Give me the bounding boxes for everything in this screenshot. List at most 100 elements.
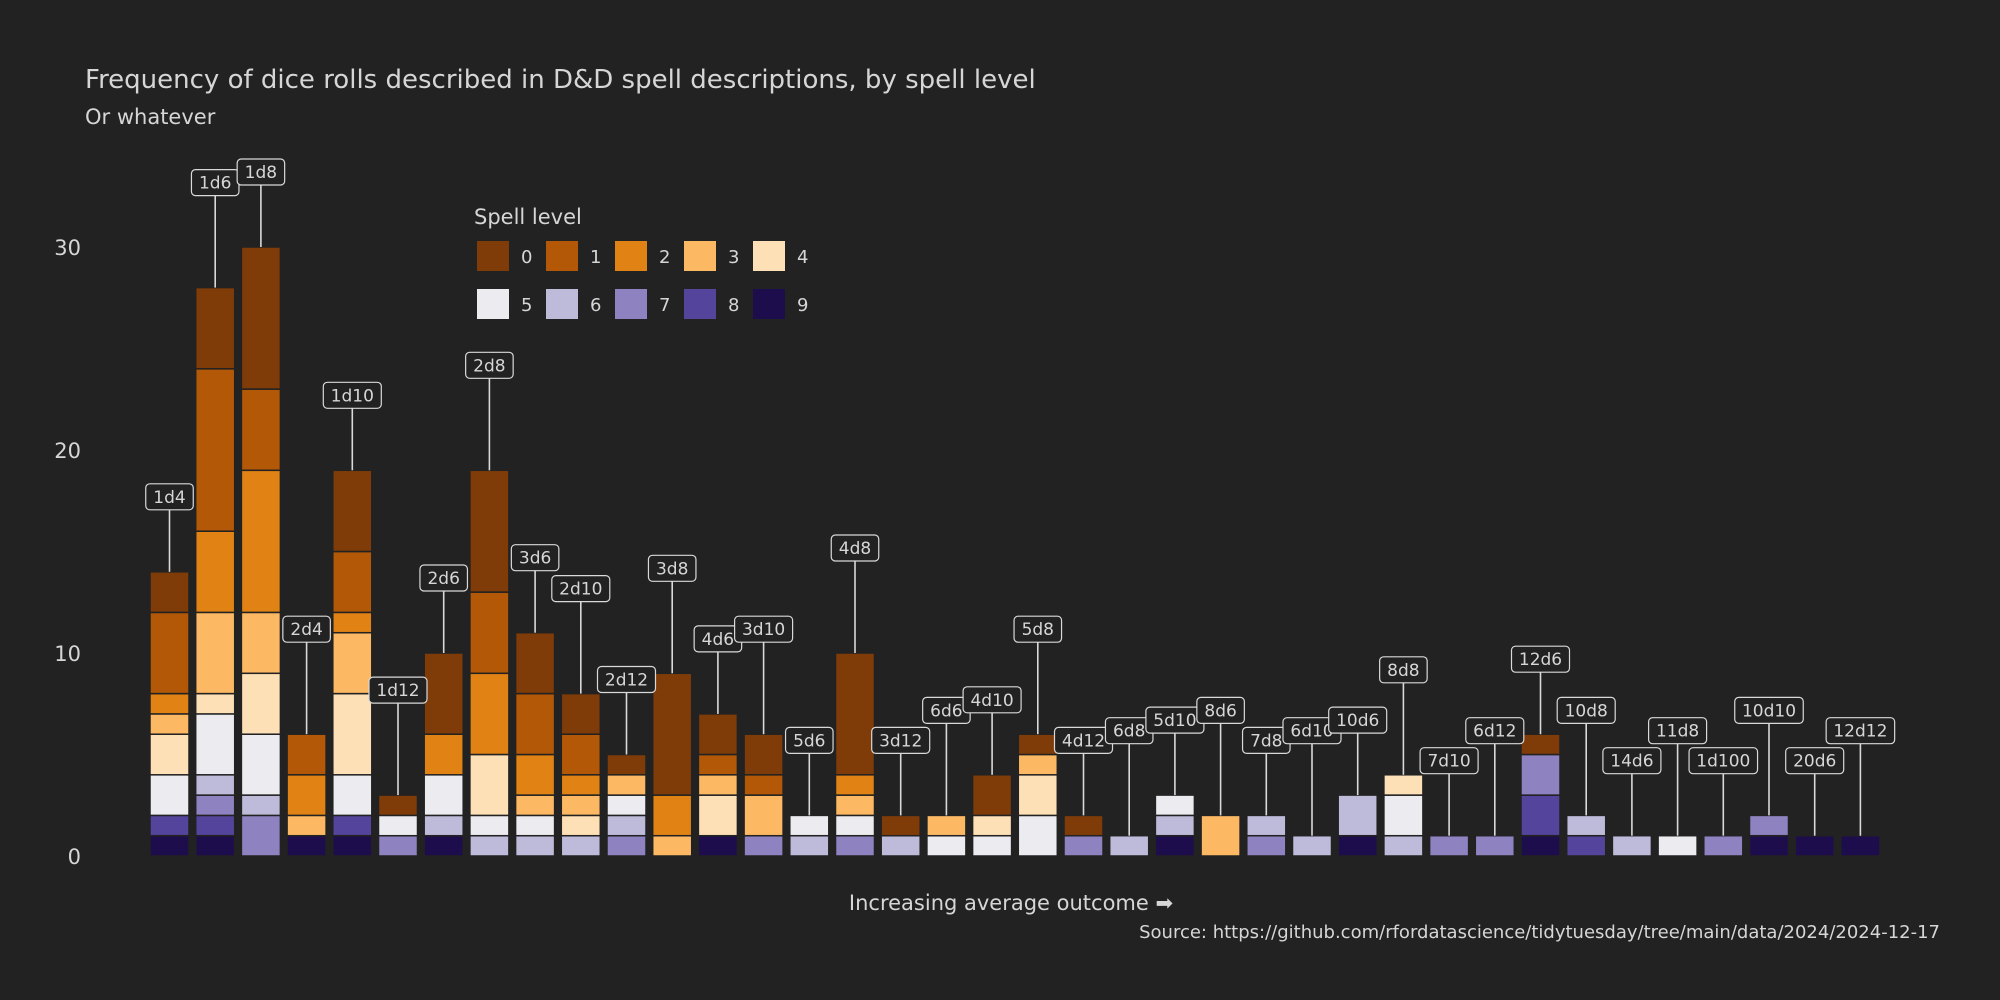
bar-segment-5d8-level-3: [1017, 753, 1059, 776]
bar-segment-1d10-level-9: [332, 834, 373, 857]
bar-segment-1d8-level-5: [240, 733, 282, 796]
bar-label-box: [322, 381, 382, 409]
bar-segment-1d6-level-1: [194, 368, 236, 532]
bar-segment-4d8-level-3: [834, 794, 876, 817]
bar-label-box: [1510, 645, 1571, 673]
bar-segment-5d8-level-4: [1017, 774, 1059, 817]
bar-label-7d8: 7d8: [1250, 731, 1282, 751]
bar-label-14d6: 14d6: [1610, 752, 1653, 772]
bar-segment-3d8-level-0: [651, 672, 693, 796]
bar-label-5d8: 5d8: [1022, 620, 1054, 640]
bar-segment-5d6-level-6: [789, 834, 830, 857]
legend-label-5: 5: [521, 295, 532, 316]
legend-label-3: 3: [728, 247, 739, 268]
bar-segment-1d10-level-3: [332, 631, 373, 695]
bar-label-box: [551, 574, 611, 603]
bar-segment-5d10-level-5: [1154, 794, 1196, 817]
chart-title: Frequency of dice rolls described in D&D…: [85, 65, 1036, 95]
bar-segment-7d10-level-7: [1428, 834, 1470, 857]
bar-label-6d8: 6d8: [1113, 722, 1145, 742]
bar-segment-10d10-level-9: [1748, 834, 1790, 857]
bar-segment-8d8-level-6: [1383, 834, 1424, 857]
bar-segment-5d8-level-0: [1017, 733, 1059, 756]
bar-label-10d8: 10d8: [1565, 701, 1608, 721]
bar-segment-6d12-level-7: [1474, 834, 1516, 857]
bar-segment-1d6-level-4: [194, 692, 236, 715]
bar-segment-2d12-level-6: [606, 814, 647, 837]
bar-segment-3d8-level-3: [651, 834, 693, 857]
bar-segment-1d6-level-7: [194, 794, 236, 817]
bar-segment-4d8-level-2: [834, 774, 876, 796]
bar-segment-1d10-level-2: [332, 611, 373, 634]
bar-segment-4d6-level-0: [697, 713, 739, 756]
bar-segment-2d10-level-4: [560, 814, 602, 837]
bar-segment-2d10-level-2: [560, 774, 602, 796]
bar-segment-6d10-level-6: [1291, 834, 1333, 857]
y-tick-label: 30: [54, 236, 81, 260]
bar-label-3d12: 3d12: [879, 731, 922, 751]
bar-segment-2d8-level-0: [469, 469, 510, 593]
bar-segment-4d10-level-4: [971, 814, 1013, 837]
bar-segment-1d12-level-5: [377, 814, 419, 837]
legend-title: Spell level: [474, 205, 582, 229]
legend-swatch-3: [684, 241, 716, 271]
bar-segment-2d8-level-5: [469, 814, 510, 837]
bar-segment-10d6-level-9: [1337, 834, 1378, 857]
x-axis-label: Increasing average outcome ➡: [849, 891, 1174, 915]
bar-segment-8d8-level-4: [1383, 774, 1424, 796]
bar-segment-2d6-level-5: [423, 774, 464, 817]
legend-label-2: 2: [659, 247, 670, 268]
bar-label-box: [510, 544, 560, 572]
bar-label-1d10: 1d10: [331, 386, 374, 406]
bar-segment-2d4-level-1: [286, 733, 327, 776]
bar-segment-2d10-level-0: [560, 692, 602, 735]
bar-segment-11d8-level-5: [1657, 834, 1698, 857]
bar-segment-3d6-level-0: [514, 631, 556, 695]
y-tick-label: 20: [54, 439, 81, 463]
bar-segment-12d6-level-7: [1520, 753, 1561, 796]
bar-label-box: [1785, 747, 1845, 775]
legend-label-9: 9: [797, 295, 808, 316]
bar-label-1d100: 1d100: [1696, 752, 1750, 772]
bar-label-1d12: 1d12: [376, 681, 419, 701]
legend-swatch-4: [753, 241, 785, 271]
bar-segment-2d12-level-3: [606, 774, 647, 796]
legend-swatch-8: [684, 289, 716, 319]
bar-segment-20d6-level-9: [1794, 834, 1835, 857]
bar-label-3d10: 3d10: [742, 620, 785, 640]
bar-label-2d4: 2d4: [290, 620, 322, 640]
bar-segment-12d6-level-8: [1520, 794, 1561, 837]
y-tick-label: 10: [54, 642, 81, 666]
bar-segment-1d12-level-7: [377, 834, 419, 857]
legend-swatch-1: [546, 241, 578, 271]
bar-segment-6d8-level-6: [1108, 834, 1150, 857]
bar-label-2d6: 2d6: [427, 569, 459, 589]
legend-label-1: 1: [590, 247, 601, 268]
bar-segment-1d4-level-4: [149, 733, 190, 776]
legend-swatch-7: [615, 289, 647, 319]
bar-segment-2d6-level-0: [423, 652, 464, 735]
bar-label-box: [282, 615, 331, 643]
bar-label-box: [1825, 717, 1896, 745]
bar-label-8d6: 8d6: [1204, 701, 1236, 721]
bar-segment-14d6-level-6: [1611, 834, 1653, 857]
bar-segment-3d10-level-7: [743, 834, 784, 857]
bar-segment-4d8-level-7: [834, 834, 876, 857]
bar-label-8d8: 8d8: [1387, 661, 1419, 681]
legend-label-8: 8: [728, 295, 739, 316]
bar-segment-1d6-level-9: [194, 834, 236, 857]
bar-label-4d8: 4d8: [839, 539, 871, 559]
bar-segment-4d6-level-3: [697, 774, 739, 796]
bar-label-box: [419, 564, 469, 592]
bar-segment-2d10-level-3: [560, 794, 602, 817]
bar-label-5d6: 5d6: [793, 731, 825, 751]
bar-segment-3d6-level-6: [514, 834, 556, 857]
bar-segment-2d6-level-2: [423, 733, 464, 776]
bar-label-2d8: 2d8: [473, 356, 505, 376]
bar-label-4d12: 4d12: [1062, 731, 1105, 751]
legend-swatch-5: [477, 289, 509, 319]
bar-segment-1d6-level-6: [194, 774, 236, 796]
bar-label-box: [733, 615, 794, 643]
bar-segment-5d10-level-9: [1154, 834, 1196, 857]
bar-segment-3d12-level-0: [880, 814, 921, 837]
